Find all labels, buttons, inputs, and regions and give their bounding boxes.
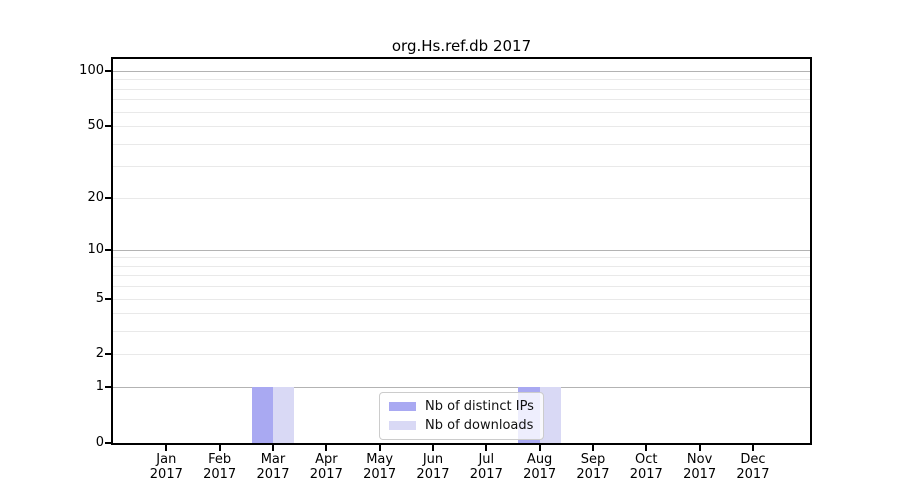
y-axis-label: 2 (95, 346, 104, 362)
x-axis-label: Jun 2017 (416, 452, 450, 482)
x-axis-label: Sep 2017 (576, 452, 610, 482)
x-axis-tick (378, 445, 381, 451)
minor-gridline (113, 354, 810, 356)
x-axis-tick (538, 445, 541, 451)
x-axis-tick (325, 445, 328, 451)
y-axis-tick (105, 386, 111, 389)
x-axis-label: Jul 2017 (469, 452, 503, 482)
x-axis-tick (271, 445, 274, 451)
x-axis-label: Oct 2017 (629, 452, 663, 482)
y-axis-label: 5 (95, 290, 104, 306)
x-axis-tick (591, 445, 594, 451)
major-gridline (113, 70, 810, 72)
x-axis-tick (431, 445, 434, 451)
minor-gridline (113, 88, 810, 90)
y-axis-tick (105, 353, 111, 356)
plot-area: Nb of distinct IPs Nb of downloads (111, 57, 812, 445)
y-axis-tick (105, 442, 111, 444)
x-axis-label: Mar 2017 (256, 452, 290, 482)
minor-gridline (113, 125, 810, 127)
y-axis-tick (105, 69, 111, 72)
y-axis-tick (105, 196, 111, 199)
legend-item-distinct-ips: Nb of distinct IPs (389, 399, 534, 414)
bar-distinct-ips (251, 387, 273, 443)
minor-gridline (113, 143, 810, 145)
x-axis-label: Jan 2017 (149, 452, 183, 482)
x-axis-label: Apr 2017 (309, 452, 343, 482)
minor-gridline (113, 79, 810, 81)
y-axis-label: 50 (87, 117, 104, 133)
minor-gridline (113, 197, 810, 199)
major-gridline (113, 249, 810, 251)
x-axis-label: Dec 2017 (736, 452, 770, 482)
y-axis-label: 10 (87, 241, 104, 257)
major-gridline (113, 387, 810, 389)
minor-gridline (113, 111, 810, 113)
minor-gridline (113, 313, 810, 315)
bar-downloads (272, 387, 295, 443)
y-axis-tick (105, 248, 111, 251)
minor-gridline (113, 331, 810, 333)
x-axis-label: Aug 2017 (523, 452, 557, 482)
x-axis-tick (698, 445, 701, 451)
minor-gridline (113, 265, 810, 267)
y-axis-label: 100 (79, 62, 104, 78)
legend-swatch-distinct-ips-icon (389, 402, 416, 411)
legend: Nb of distinct IPs Nb of downloads (379, 392, 544, 440)
minor-gridline (113, 275, 810, 277)
minor-gridline (113, 286, 810, 288)
x-axis-tick (165, 445, 168, 451)
minor-gridline (113, 257, 810, 259)
y-axis-tick (105, 297, 111, 300)
x-axis-label: Feb 2017 (203, 452, 237, 482)
y-axis-label: 0 (95, 435, 104, 450)
chart-title: org.Hs.ref.db 2017 (391, 37, 532, 55)
legend-label-distinct-ips: Nb of distinct IPs (425, 399, 534, 414)
minor-gridline (113, 298, 810, 300)
x-axis-label: May 2017 (363, 452, 397, 482)
legend-item-downloads: Nb of downloads (389, 418, 534, 433)
bar-downloads (539, 387, 561, 443)
x-axis-tick (751, 445, 754, 451)
x-axis-tick (218, 445, 221, 451)
y-axis-label: 1 (95, 379, 104, 395)
x-axis-label: Nov 2017 (683, 452, 717, 482)
y-axis-label: 20 (87, 189, 104, 205)
y-axis-tick (105, 124, 111, 127)
legend-swatch-downloads-icon (389, 421, 416, 430)
minor-gridline (113, 99, 810, 101)
legend-label-downloads: Nb of downloads (425, 418, 534, 433)
x-axis-tick (485, 445, 488, 451)
minor-gridline (113, 166, 810, 168)
x-axis-tick (645, 445, 648, 451)
